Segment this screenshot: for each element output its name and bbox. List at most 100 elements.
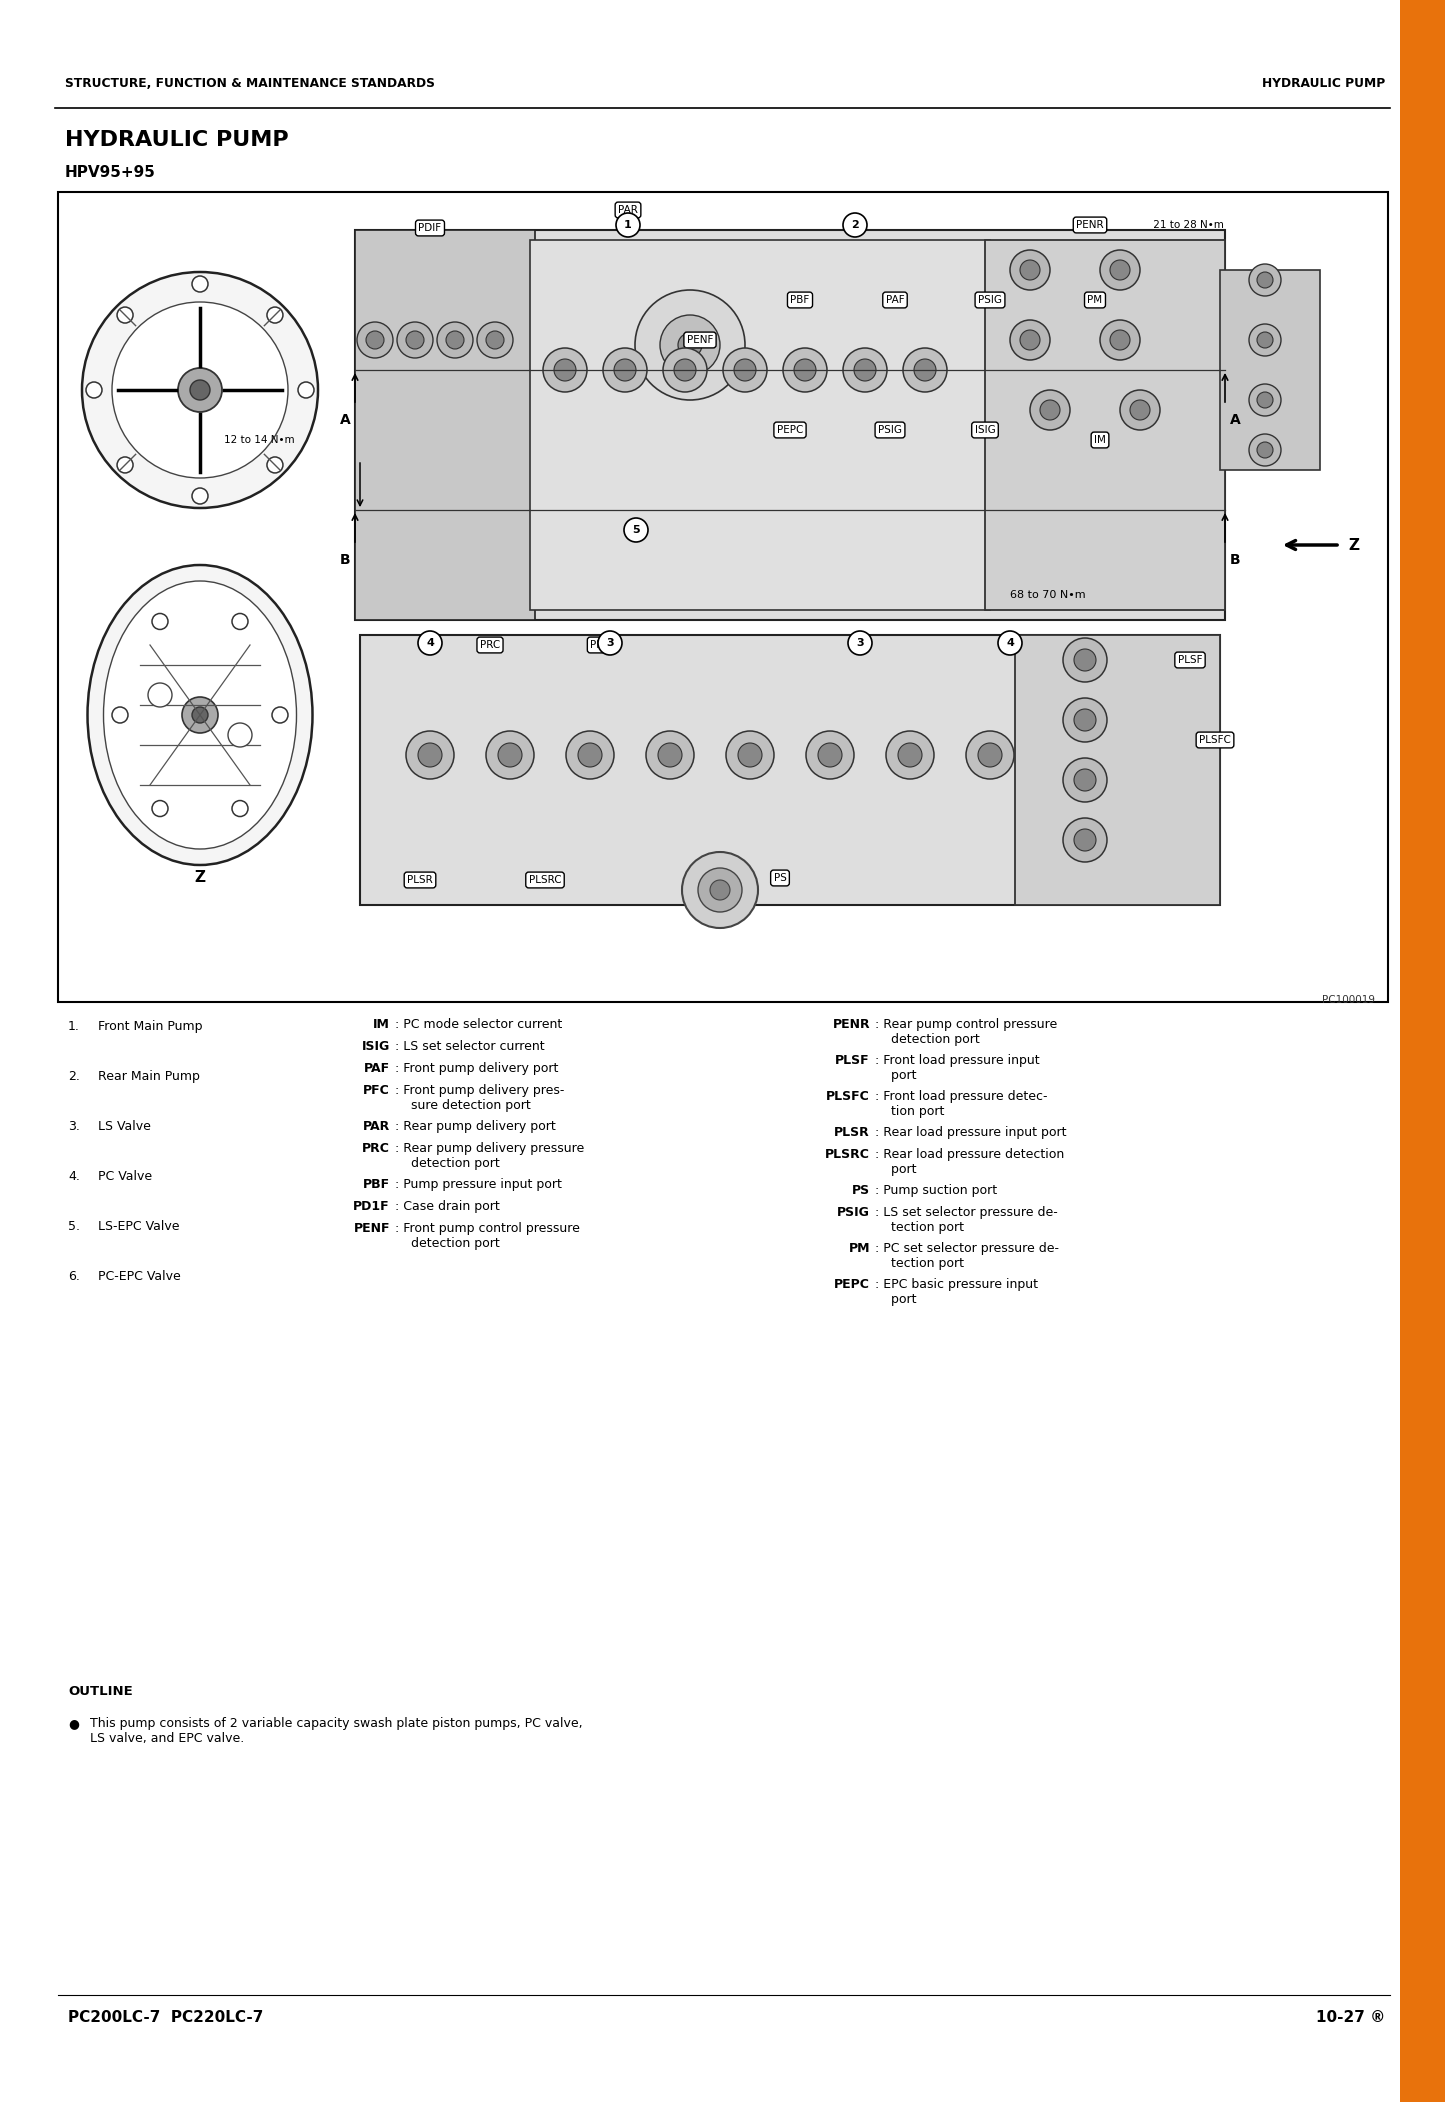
Circle shape [1100, 250, 1140, 290]
Circle shape [1257, 441, 1273, 458]
Text: 68 to 70 N•m: 68 to 70 N•m [1010, 591, 1085, 599]
Text: 4: 4 [426, 639, 434, 647]
Circle shape [1110, 261, 1130, 280]
Text: PBF: PBF [790, 294, 809, 305]
Circle shape [233, 801, 249, 816]
Circle shape [614, 359, 636, 380]
Circle shape [418, 742, 442, 767]
Circle shape [1248, 433, 1282, 467]
Circle shape [192, 488, 208, 504]
Text: PDIF: PDIF [419, 223, 442, 233]
Circle shape [1248, 324, 1282, 355]
Circle shape [1064, 698, 1107, 742]
Circle shape [113, 706, 129, 723]
Circle shape [178, 368, 223, 412]
Text: IM: IM [373, 1017, 390, 1030]
Circle shape [848, 631, 871, 656]
Circle shape [1020, 330, 1040, 351]
Circle shape [553, 359, 577, 380]
Text: 1: 1 [624, 221, 631, 229]
Circle shape [272, 706, 288, 723]
Text: PBF: PBF [363, 1177, 390, 1192]
Text: 10-27 ®: 10-27 ® [1315, 2010, 1384, 2024]
Circle shape [147, 683, 172, 706]
Text: PLSR: PLSR [834, 1127, 870, 1139]
Circle shape [1074, 650, 1095, 671]
Circle shape [634, 290, 746, 399]
Text: : LS set selector pressure de-
    tection port: : LS set selector pressure de- tection p… [876, 1207, 1058, 1234]
Text: A: A [1230, 412, 1240, 427]
Bar [1220, 269, 1319, 471]
Text: HPV95+95: HPV95+95 [65, 164, 156, 181]
Text: Z: Z [1348, 538, 1358, 553]
Circle shape [1110, 330, 1130, 351]
Circle shape [87, 383, 103, 397]
Circle shape [616, 212, 640, 238]
Text: B: B [1230, 553, 1240, 568]
Bar [985, 240, 1225, 610]
Circle shape [486, 731, 535, 780]
Text: PAF: PAF [886, 294, 905, 305]
Circle shape [1257, 391, 1273, 408]
Text: PM: PM [1088, 294, 1103, 305]
Text: This pump consists of 2 variable capacity swash plate piston pumps, PC valve,
LS: This pump consists of 2 variable capacit… [90, 1717, 582, 1745]
Circle shape [1100, 320, 1140, 359]
Circle shape [406, 731, 454, 780]
Text: : Front load pressure detec-
    tion port: : Front load pressure detec- tion port [876, 1091, 1048, 1118]
Text: : Pump pressure input port: : Pump pressure input port [394, 1177, 562, 1192]
Bar [360, 635, 1220, 906]
Circle shape [678, 332, 702, 357]
Circle shape [734, 359, 756, 380]
Text: PAF: PAF [364, 1062, 390, 1074]
Circle shape [1257, 271, 1273, 288]
Bar [530, 240, 990, 610]
Text: ●: ● [68, 1717, 79, 1730]
Circle shape [117, 307, 133, 324]
Text: PLSFC: PLSFC [827, 1091, 870, 1104]
Text: OUTLINE: OUTLINE [68, 1686, 133, 1698]
Text: : PC mode selector current: : PC mode selector current [394, 1017, 562, 1030]
Bar [355, 229, 1225, 620]
Circle shape [978, 742, 1001, 767]
Circle shape [1064, 639, 1107, 681]
Text: 6.: 6. [68, 1270, 79, 1282]
Text: 12 to 14 N•m: 12 to 14 N•m [224, 435, 295, 446]
Text: PEPC: PEPC [834, 1278, 870, 1291]
Text: 4: 4 [1006, 639, 1014, 647]
Circle shape [267, 456, 283, 473]
Text: PD1F: PD1F [354, 1200, 390, 1213]
Circle shape [566, 731, 614, 780]
Circle shape [1074, 708, 1095, 731]
Circle shape [682, 851, 759, 927]
Circle shape [967, 731, 1014, 780]
Circle shape [228, 723, 251, 746]
Text: : Front pump delivery port: : Front pump delivery port [394, 1062, 558, 1074]
Circle shape [499, 742, 522, 767]
Circle shape [1257, 332, 1273, 349]
Text: PLSF: PLSF [835, 1053, 870, 1068]
Text: PENF: PENF [686, 334, 714, 345]
Text: Rear Main Pump: Rear Main Pump [98, 1070, 199, 1083]
Circle shape [998, 631, 1022, 656]
Text: PRC: PRC [363, 1141, 390, 1154]
Circle shape [725, 731, 775, 780]
Text: 21 to 28 N•m: 21 to 28 N•m [1150, 221, 1224, 229]
Text: 2.: 2. [68, 1070, 79, 1083]
Circle shape [1064, 818, 1107, 862]
Circle shape [783, 349, 827, 391]
Text: PENF: PENF [354, 1221, 390, 1236]
Circle shape [738, 742, 762, 767]
Text: PFC: PFC [590, 639, 610, 650]
Circle shape [397, 322, 434, 357]
Circle shape [1074, 769, 1095, 790]
Circle shape [886, 731, 933, 780]
Text: PSIG: PSIG [978, 294, 1001, 305]
Text: PFC: PFC [363, 1085, 390, 1097]
Circle shape [673, 359, 696, 380]
Circle shape [603, 349, 647, 391]
Text: PLSR: PLSR [407, 874, 434, 885]
Circle shape [233, 614, 249, 628]
Circle shape [152, 614, 168, 628]
Circle shape [82, 271, 318, 509]
Circle shape [152, 801, 168, 816]
